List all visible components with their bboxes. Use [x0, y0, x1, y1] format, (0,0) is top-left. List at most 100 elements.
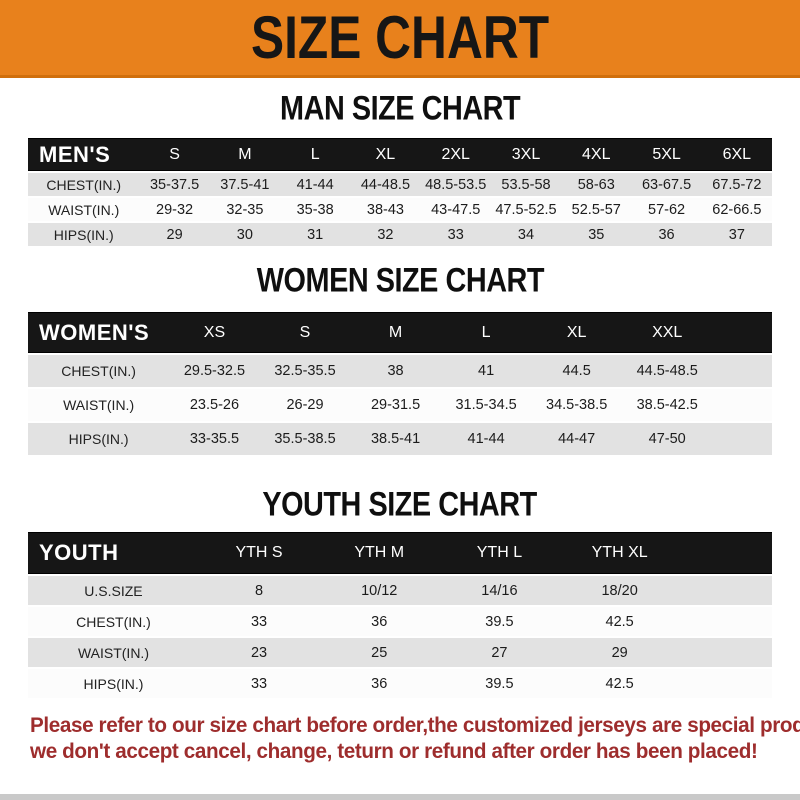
row-filler: [712, 423, 772, 455]
size-cell: 48.5-53.5: [420, 173, 491, 196]
size-cell: 35: [561, 223, 632, 246]
size-cell: 42.5: [559, 669, 680, 698]
size-cell: 23.5-26: [169, 389, 260, 421]
size-cell: 44.5: [531, 355, 622, 387]
size-cell: 38.5-41: [350, 423, 441, 455]
size-cell: 41-44: [280, 173, 351, 196]
column-header: XS: [169, 312, 260, 353]
row-filler: [712, 389, 772, 421]
column-header: M: [350, 312, 441, 353]
youth-corner-label: YOUTH: [28, 532, 199, 574]
youth-section-heading-text: YOUTH SIZE CHART: [262, 483, 538, 524]
size-cell: 33: [198, 669, 320, 698]
size-cell: 58-63: [561, 173, 632, 196]
size-cell: 38: [350, 355, 441, 387]
size-cell: 67.5-72: [701, 173, 772, 196]
size-cell: 42.5: [559, 607, 680, 636]
table-row: WAIST(IN.) 23 25 27 29: [28, 638, 772, 667]
size-cell: 27: [439, 638, 560, 667]
section-men: MAN SIZE CHART MEN'S S M L XL 2XL 3XL 4XL 5XL 6XL…: [0, 90, 800, 248]
disclaimer-line-1: Please refer to our size chart before or…: [30, 714, 800, 737]
women-section-heading: WOMEN SIZE CHART: [0, 262, 800, 297]
size-cell: 26-29: [259, 389, 351, 421]
size-cell: 39.5: [439, 669, 560, 698]
size-cell: 35-38: [280, 198, 351, 221]
size-cell: 29-32: [139, 198, 210, 221]
size-cell: 29: [559, 638, 680, 667]
size-cell: 10/12: [319, 576, 440, 605]
size-cell: 47-50: [621, 423, 713, 455]
size-cell: 63-67.5: [631, 173, 702, 196]
men-size-table: MEN'S S M L XL 2XL 3XL 4XL 5XL 6XL CHEST(IN.) 35-37…: [28, 136, 772, 248]
youth-section-heading: YOUTH SIZE CHART: [0, 483, 800, 524]
table-row: CHEST(IN.) 29.5-32.5 32.5-35.5 38 41 44.5 44.5…: [28, 355, 772, 387]
table-row: WAIST(IN.) 29-32 32-35 35-38 38-43 43-47.5 47.…: [28, 198, 772, 221]
row-label: HIPS(IN.): [28, 223, 140, 246]
column-header: YTH XL: [559, 532, 680, 574]
row-filler: [712, 355, 772, 387]
column-header: YTH S: [198, 532, 320, 574]
disclaimer: Please refer to our size chart before or…: [0, 713, 800, 765]
row-label: CHEST(IN.): [28, 173, 140, 196]
column-header: 6XL: [701, 138, 772, 171]
row-label: CHEST(IN.): [28, 355, 170, 387]
table-row: CHEST(IN.) 35-37.5 37.5-41 41-44 44-48.5 48.5…: [28, 173, 772, 196]
row-label: HIPS(IN.): [28, 423, 170, 455]
size-cell: 47.5-52.5: [490, 198, 562, 221]
size-cell: 33-35.5: [169, 423, 260, 455]
size-cell: 44-48.5: [350, 173, 421, 196]
size-cell: 39.5: [439, 607, 560, 636]
table-row: CHEST(IN.) 33 36 39.5 42.5: [28, 607, 772, 636]
size-cell: 38.5-42.5: [621, 389, 713, 421]
row-filler: [679, 576, 772, 605]
column-header: L: [280, 138, 351, 171]
column-header: XL: [531, 312, 622, 353]
row-label: HIPS(IN.): [28, 669, 199, 698]
row-label: WAIST(IN.): [28, 389, 170, 421]
size-cell: 36: [319, 669, 440, 698]
size-cell: 30: [209, 223, 280, 246]
column-header: 4XL: [561, 138, 632, 171]
men-header-row: MEN'S S M L XL 2XL 3XL 4XL 5XL 6XL: [28, 138, 772, 171]
size-cell: 14/16: [439, 576, 560, 605]
table-row: HIPS(IN.) 29 30 31 32 33 34 35 36 37: [28, 223, 772, 246]
column-header: YTH L: [439, 532, 560, 574]
size-cell: 35-37.5: [139, 173, 210, 196]
size-cell: 38-43: [350, 198, 421, 221]
table-row: WAIST(IN.) 23.5-26 26-29 29-31.5 31.5-34.5 34…: [28, 389, 772, 421]
size-cell: 25: [319, 638, 440, 667]
size-cell: 32.5-35.5: [259, 355, 351, 387]
disclaimer-line-2: we don't accept cancel, change, teturn o…: [30, 740, 758, 763]
row-label: WAIST(IN.): [28, 638, 199, 667]
table-row: U.S.SIZE 8 10/12 14/16 18/20: [28, 576, 772, 605]
size-cell: 36: [631, 223, 702, 246]
size-cell: 31: [280, 223, 351, 246]
size-cell: 29.5-32.5: [169, 355, 260, 387]
table-row: HIPS(IN.) 33-35.5 35.5-38.5 38.5-41 41-44 44-…: [28, 423, 772, 455]
women-header-row: WOMEN'S XS S M L XL XXL: [28, 312, 772, 353]
size-cell: 29-31.5: [350, 389, 441, 421]
size-cell: 53.5-58: [490, 173, 562, 196]
column-header: 2XL: [420, 138, 491, 171]
size-cell: 44.5-48.5: [621, 355, 713, 387]
size-cell: 29: [139, 223, 210, 246]
row-label: WAIST(IN.): [28, 198, 140, 221]
size-cell: 37: [701, 223, 772, 246]
size-cell: 34.5-38.5: [531, 389, 622, 421]
size-cell: 57-62: [631, 198, 702, 221]
size-cell: 18/20: [559, 576, 680, 605]
size-cell: 41: [440, 355, 532, 387]
page-title: SIZE CHART: [238, 7, 562, 67]
size-cell: 41-44: [440, 423, 532, 455]
header-filler: [679, 532, 772, 574]
bottom-strip: [0, 794, 800, 800]
size-cell: 34: [490, 223, 562, 246]
size-cell: 31.5-34.5: [440, 389, 532, 421]
women-corner-label: WOMEN'S: [28, 312, 170, 353]
column-header: S: [259, 312, 351, 353]
banner: SIZE CHART: [0, 0, 800, 78]
row-label: CHEST(IN.): [28, 607, 199, 636]
size-cell: 44-47: [531, 423, 622, 455]
column-header: S: [139, 138, 210, 171]
